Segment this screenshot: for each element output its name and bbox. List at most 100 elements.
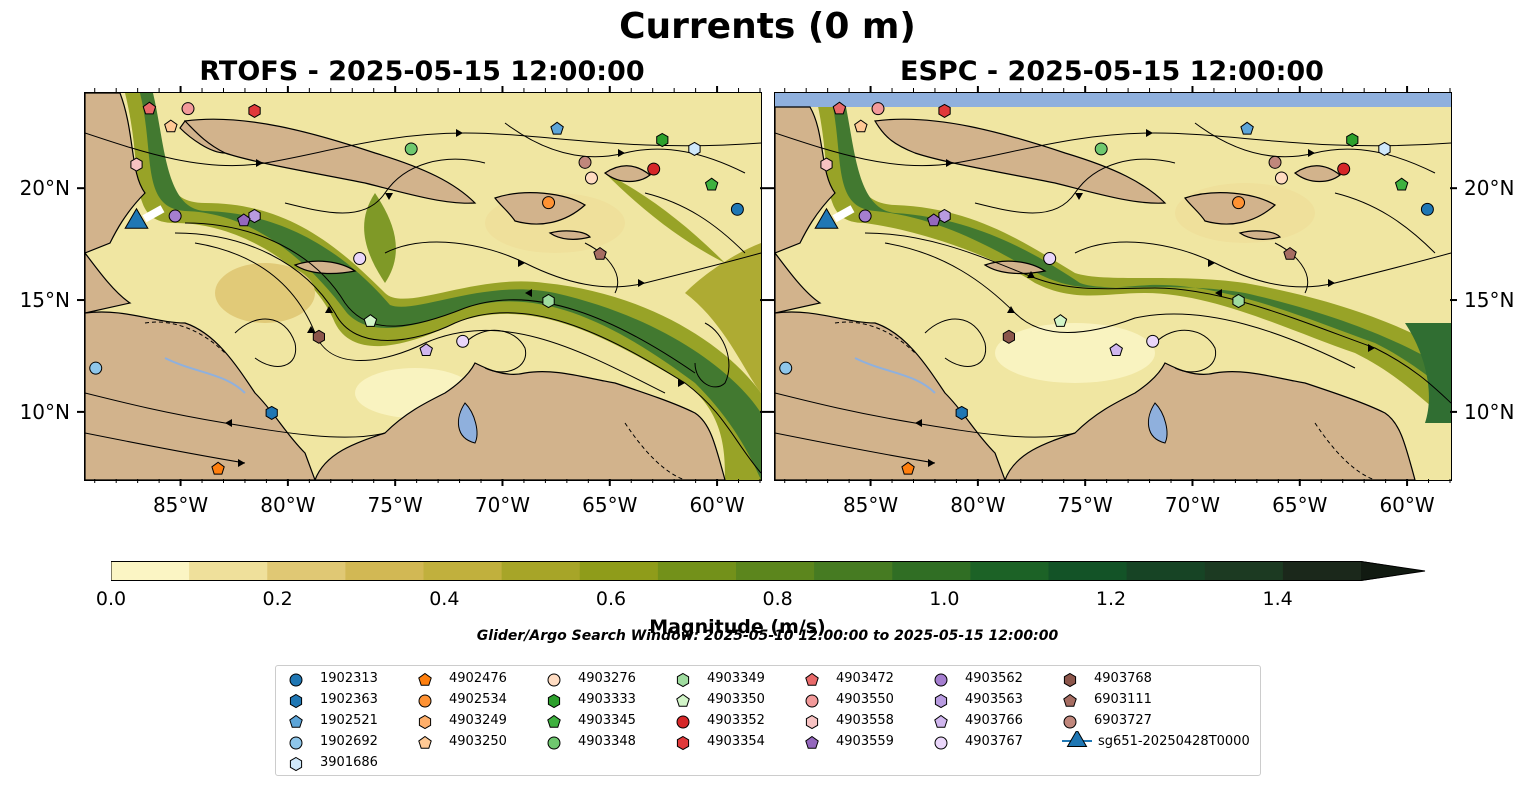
lat-tick-label: 10°N: [20, 400, 70, 424]
map-panel-rtofs[interactable]: [84, 92, 762, 481]
legend-marker: [289, 736, 303, 750]
colorbar-band: [657, 561, 737, 581]
legend-label: 4903558: [836, 713, 894, 728]
glider-track: [142, 205, 165, 223]
colorbar: [110, 561, 1427, 581]
colorbar-tick-label: 0.6: [595, 588, 627, 610]
colorbar-tick-label: 1.0: [929, 588, 960, 610]
float-marker-4903550: [871, 102, 885, 116]
panel-title-rtofs: RTOFS - 2025-05-15 12:00:00: [199, 56, 645, 87]
legend-marker: [676, 735, 690, 751]
legend-marker-shape: [934, 736, 948, 750]
float-marker-4903333: [1346, 132, 1359, 148]
figure-title: Currents (0 m): [619, 6, 916, 47]
legend-marker-shape: [676, 735, 690, 751]
colorbar-tick-label: 0.4: [429, 588, 460, 610]
float-marker-4903250: [164, 119, 178, 133]
float-marker-4903345: [704, 177, 719, 191]
lon-tick-label: 75°W: [368, 493, 423, 517]
legend-marker: [1063, 715, 1077, 729]
colorbar-label: Magnitude (m/s): [649, 616, 826, 638]
colorbar-band: [892, 561, 971, 581]
lake-maracaibo: [1147, 402, 1168, 444]
float-marker-4903767: [353, 252, 367, 266]
lon-tick-label: 75°W: [1058, 493, 1113, 517]
float-marker-1902521: [550, 121, 564, 135]
coast-boundaries: [144, 321, 686, 480]
legend-label: 4903354: [707, 734, 765, 749]
colorbar-band: [1048, 561, 1128, 581]
legend-marker: [418, 694, 432, 708]
legend-label: 4903563: [965, 692, 1023, 707]
landmass: [85, 93, 726, 480]
float-marker-6903111: [1283, 246, 1297, 260]
legend-label: sg651-20250428T0000: [1098, 734, 1250, 749]
map-panel-espc[interactable]: [774, 92, 1452, 481]
legend-marker: [934, 714, 948, 728]
legend-label: 4903472: [836, 671, 894, 686]
lon-tick-label: 65°W: [582, 493, 637, 517]
float-marker-4903563: [938, 208, 951, 224]
legend-marker-shape: [289, 756, 303, 772]
float-marker-6903111: [593, 246, 607, 260]
stream-arrows: [915, 129, 1375, 467]
legend-label: 4903349: [707, 671, 765, 686]
float-marker-4903348: [1094, 142, 1108, 156]
colorbar-band: [345, 561, 424, 581]
legend-marker: [934, 673, 948, 687]
float-marker-4903767: [456, 334, 470, 348]
float-marker-4903558: [130, 157, 143, 172]
legend-marker-shape: [289, 736, 303, 750]
colorbar-band: [579, 561, 659, 581]
legend-marker: [676, 693, 690, 707]
stream-arrows: [225, 129, 685, 467]
legend-marker: [934, 736, 948, 750]
legend-label: 6903111: [1094, 692, 1152, 707]
map-canvas-espc: [775, 93, 1451, 480]
lat-tick-label: 20°N: [20, 176, 70, 200]
float-marker-4902476: [901, 461, 915, 475]
float-marker-4903562: [858, 209, 872, 223]
float-marker-4902534: [542, 196, 556, 210]
legend-marker-shape: [547, 673, 561, 687]
legend-marker-shape: [676, 693, 690, 707]
search-window-caption: Glider/Argo Search Window: 2025-05-10 12…: [476, 628, 1059, 644]
legend-marker-triangle: [1066, 731, 1088, 747]
legend-label: 1902521: [320, 713, 378, 728]
legend-label: 4903562: [965, 671, 1023, 686]
float-marker-4903767: [1146, 334, 1160, 348]
float-marker-4903563: [248, 208, 261, 224]
glider-marker: [814, 207, 839, 229]
legend-marker-shape: [547, 736, 561, 750]
legend-label: 4902476: [449, 671, 507, 686]
float-marker-1902363: [955, 405, 968, 420]
legend-marker: [418, 735, 432, 749]
float-marker-4903472: [832, 101, 847, 115]
colorbar-band: [736, 561, 815, 581]
legend-marker: [418, 672, 432, 686]
float-marker-4903352: [647, 162, 661, 176]
legend-label: 4903550: [836, 692, 894, 707]
colorbar-band: [1204, 561, 1284, 581]
legend-label: 4903766: [965, 713, 1023, 728]
colorbar-extend-arrow: [1361, 561, 1425, 581]
legend-marker-shape: [418, 672, 432, 686]
legend-marker: [289, 693, 303, 709]
panel-title-espc: ESPC - 2025-05-15 12:00:00: [900, 56, 1324, 87]
legend-marker-shape: [289, 693, 303, 709]
lon-tick-label: 85°W: [153, 493, 208, 517]
lake-nicaragua: [164, 357, 246, 394]
float-marker-4903276: [1274, 171, 1288, 185]
legend-marker-shape: [547, 693, 561, 709]
legend-marker: [676, 672, 690, 688]
legend-marker: [289, 673, 303, 687]
legend-label: 4903250: [449, 734, 507, 749]
legend-label: 3901686: [320, 755, 378, 770]
lon-tick-label: 70°W: [1165, 493, 1220, 517]
float-marker-4903766: [1109, 343, 1123, 356]
lon-tick-label: 70°W: [475, 493, 530, 517]
float-marker-4903550: [181, 102, 195, 116]
float-marker-4902476: [211, 461, 225, 475]
legend-marker: [805, 735, 819, 749]
legend-marker-shape: [289, 714, 303, 728]
